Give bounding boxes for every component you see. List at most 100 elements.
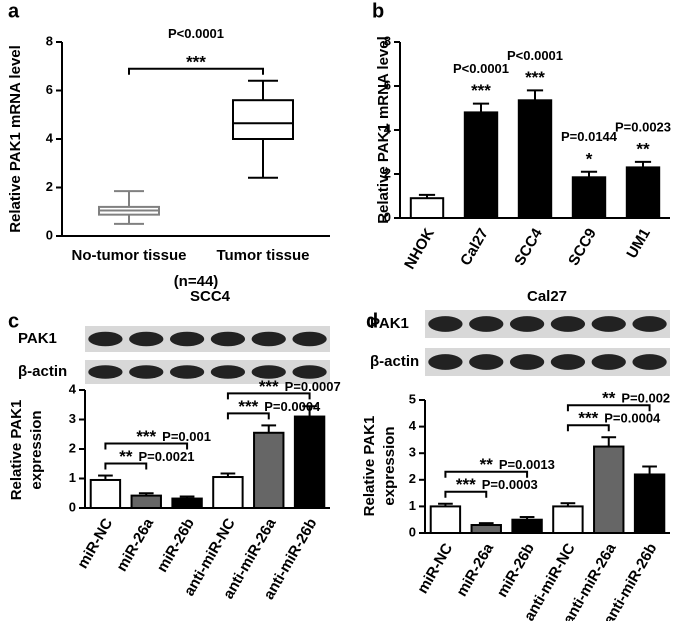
p-value: P<0.0001 — [168, 26, 224, 41]
x-tick-label: SCC9 — [565, 225, 600, 268]
x-tick-label: miR-26b — [494, 540, 538, 600]
bar — [212, 476, 244, 509]
blot-band — [292, 331, 327, 347]
bar — [293, 415, 326, 509]
bar — [171, 497, 203, 509]
y-axis-label: Relative PAK1 — [8, 400, 25, 501]
p-value: P=0.001 — [162, 429, 211, 444]
bar — [429, 505, 462, 534]
y-tick-label: 2 — [69, 440, 76, 455]
bar — [89, 478, 122, 510]
y-tick-label: 8 — [46, 33, 53, 48]
blot-band — [88, 365, 123, 379]
p-value: P<0.0001 — [453, 61, 509, 76]
y-tick-label: 0 — [409, 524, 416, 539]
blot-band — [251, 331, 286, 347]
p-value: P=0.0004 — [264, 399, 321, 414]
p-value: P=0.0003 — [482, 477, 538, 492]
blot-strip — [425, 348, 670, 376]
x-tick-label: Tumor tissue — [216, 247, 309, 264]
blot-band — [251, 365, 286, 379]
y-tick-label: 2 — [409, 471, 416, 486]
y-tick-label: 0 — [69, 499, 76, 514]
significance-stars: ** — [480, 455, 494, 474]
y-tick-label: 1 — [409, 498, 416, 513]
y-axis-label: Relative PAK1 — [361, 416, 378, 517]
x-tick-label: UM1 — [623, 225, 654, 261]
blot-band — [469, 354, 504, 370]
comparison-bracket — [226, 412, 270, 420]
bar — [253, 431, 285, 509]
p-value: P=0.0013 — [499, 457, 555, 472]
blot-band — [550, 354, 586, 370]
bar — [633, 473, 666, 535]
blot-band — [169, 365, 205, 379]
blot-band — [292, 365, 327, 379]
p-value: P<0.0001 — [507, 48, 563, 63]
significance-stars: *** — [136, 427, 156, 446]
blot-band — [469, 316, 504, 332]
bar — [470, 524, 502, 535]
y-tick-label: 4 — [409, 418, 417, 433]
blot-band — [129, 365, 164, 379]
x-tick-label: miR-NC — [74, 515, 116, 571]
p-value: P=0.0023 — [615, 119, 671, 134]
bar — [463, 111, 499, 219]
significance-stars: *** — [578, 409, 598, 428]
bar — [625, 166, 661, 219]
comparison-bracket — [104, 442, 189, 450]
blot-strip — [85, 360, 330, 384]
panel-label: a — [8, 0, 20, 22]
bar — [552, 505, 584, 534]
bar — [409, 197, 445, 219]
bar — [130, 494, 162, 509]
significance-stars: ** — [119, 447, 133, 466]
panel-title: SCC4 — [190, 288, 231, 305]
blot-band — [428, 316, 463, 332]
comparison-bracket — [566, 404, 651, 412]
y-axis-label: expression — [28, 410, 45, 489]
blot-band — [632, 354, 667, 370]
x-tick-label: NHOK — [401, 225, 438, 272]
p-value: P=0.0007 — [285, 379, 341, 394]
blot-band — [632, 316, 667, 332]
x-tick-label: No-tumor tissue — [71, 247, 186, 264]
comparison-bracket — [104, 462, 148, 470]
comparison-bracket — [444, 490, 488, 498]
comparison-bracket — [226, 392, 311, 400]
panel-title: Cal27 — [527, 288, 567, 305]
blot-label: β-actin — [370, 353, 419, 370]
x-tick-label: miR-26a — [113, 515, 157, 575]
blot-band — [509, 354, 545, 370]
significance-stars: *** — [525, 68, 545, 87]
significance-stars: *** — [238, 397, 258, 416]
significance-stars: *** — [471, 81, 491, 100]
blot-label: PAK1 — [370, 315, 409, 332]
x-tick-label: miR-26b — [154, 515, 198, 575]
bar — [593, 445, 625, 534]
y-tick-label: 6 — [46, 82, 53, 97]
x-tick-label: Cal27 — [457, 225, 492, 268]
comparison-bracket — [444, 470, 529, 478]
blot-band — [428, 354, 463, 370]
blot-strip — [425, 310, 670, 338]
x-tick-label: SCC4 — [511, 225, 546, 269]
y-tick-label: 4 — [46, 130, 54, 145]
y-axis-label: Relative PAK1 mRNA level — [7, 45, 24, 233]
blot-band — [88, 331, 123, 347]
y-axis-label: expression — [381, 426, 398, 505]
blot-label: β-actin — [18, 363, 67, 380]
bar — [511, 518, 543, 535]
blot-band — [169, 331, 205, 347]
blot-band — [550, 316, 586, 332]
y-tick-label: 8 — [384, 33, 391, 48]
blot-strip — [85, 326, 330, 352]
blot-band — [509, 316, 545, 332]
y-tick-label: 2 — [384, 165, 391, 180]
box — [232, 99, 294, 140]
blot-band — [591, 316, 626, 332]
x-tick-label: miR-26a — [453, 540, 497, 600]
y-tick-label: 3 — [409, 445, 416, 460]
y-tick-label: 0 — [46, 227, 53, 242]
y-tick-label: 1 — [69, 470, 76, 485]
